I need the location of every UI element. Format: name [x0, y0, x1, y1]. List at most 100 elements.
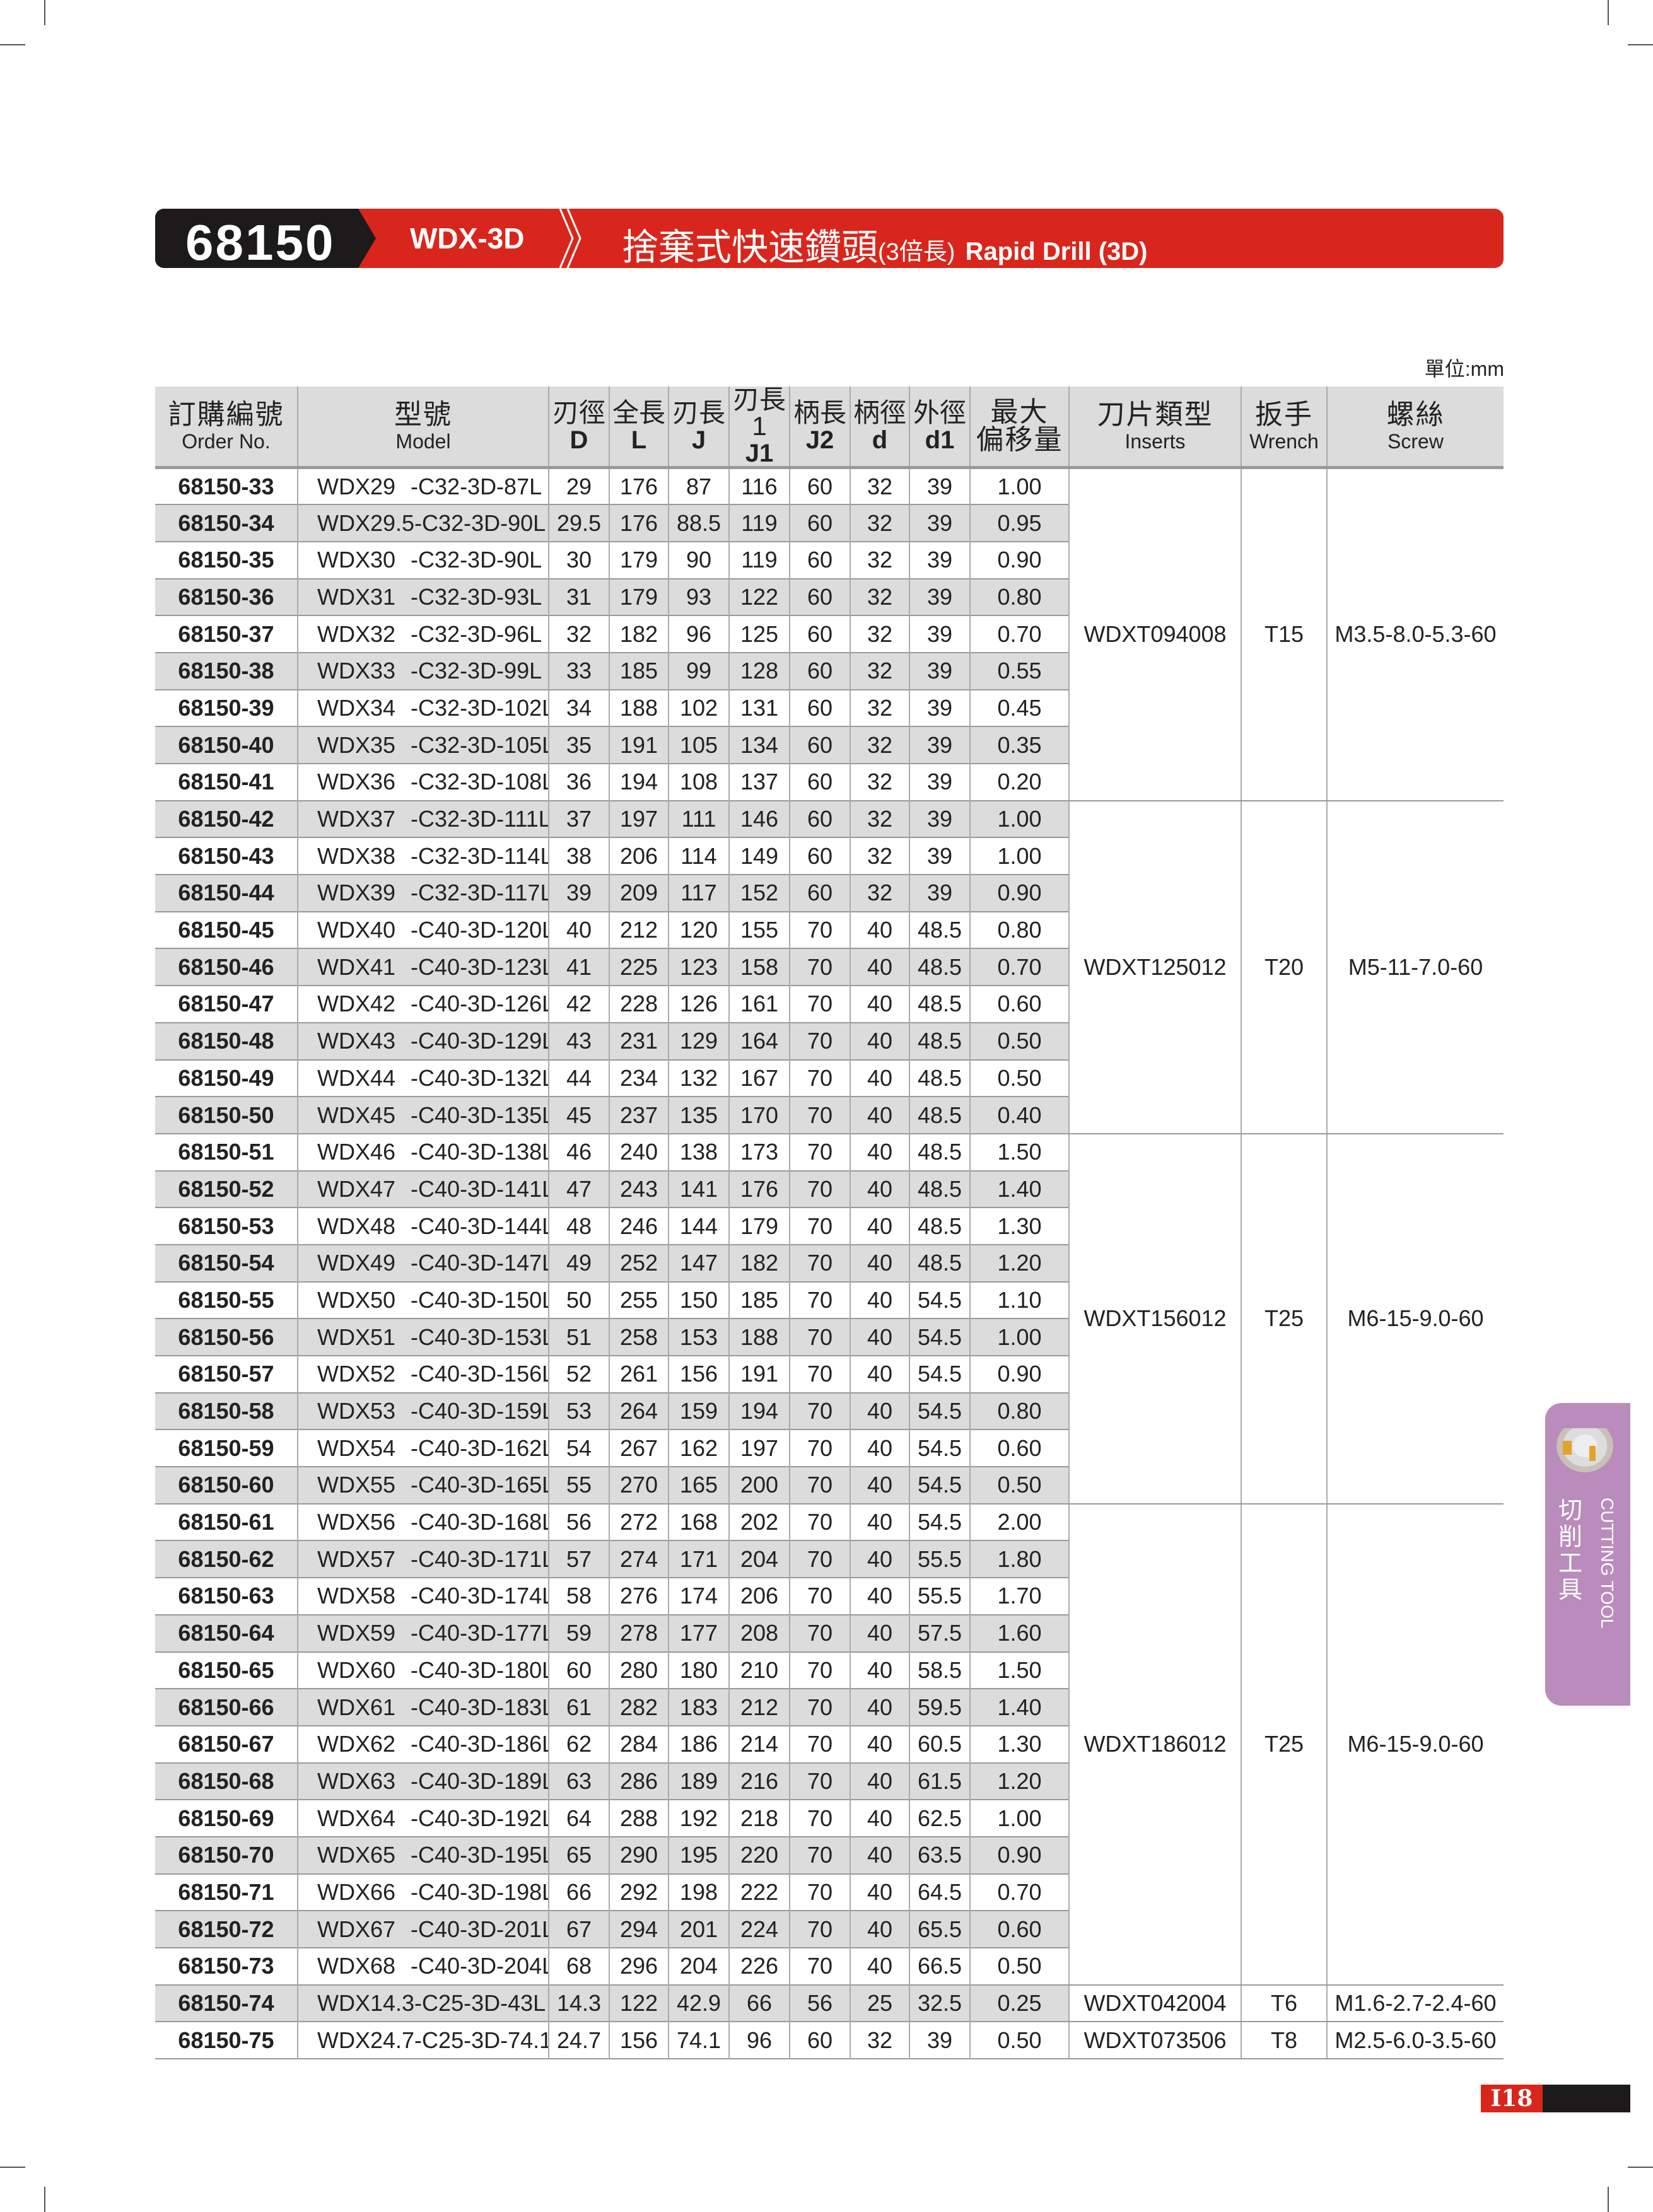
spec-cell: 270: [609, 1467, 669, 1504]
spec-cell: 0.50: [969, 1467, 1069, 1504]
spec-cell: 40: [850, 1836, 909, 1874]
table-row: 68150-56 WDX51 -C40-3D-153L 51 258 153 188 70 4…: [155, 1318, 1504, 1356]
column-header: 扳手 Wrench: [1241, 387, 1327, 468]
spec-cell: 0.60: [969, 1911, 1069, 1948]
spec-cell: 37: [548, 800, 609, 838]
table-row: 68150-70 WDX65 -C40-3D-195L 65 290 195 220 70 4…: [155, 1836, 1504, 1874]
model-cell: WDX24.7-C25-3D-74.1L: [297, 2022, 549, 2059]
spec-cell: 62: [548, 1725, 609, 1763]
header-zh: 扳手: [1255, 399, 1313, 430]
spec-cell: 40: [850, 1578, 909, 1615]
spec-cell: 183: [668, 1689, 729, 1726]
spec-cell: 66: [728, 1984, 790, 2022]
spec-cell: 225: [609, 948, 669, 986]
spec-cell: 14.3: [548, 1984, 609, 2022]
spec-cell: 39: [909, 578, 970, 616]
table-row: 68150-38 WDX33 -C32-3D-99L 33 185 99 128 60 32 3…: [155, 652, 1504, 690]
spec-cell: 55: [548, 1467, 609, 1504]
spec-cell: 294: [609, 1911, 669, 1948]
spec-cell: 189: [668, 1762, 729, 1800]
table-row: 68150-45 WDX40 -C40-3D-120L 40 212 120 155 70 4…: [155, 911, 1504, 949]
spec-cell: 278: [609, 1614, 669, 1652]
model-cell: WDX39 -C32-3D-117L: [297, 875, 549, 912]
header-sym: d: [872, 426, 888, 454]
model-cell: WDX33 -C32-3D-99L: [297, 652, 549, 690]
spec-cell: 54.5: [909, 1356, 970, 1393]
model-cell: WDX62 -C40-3D-186L: [297, 1725, 549, 1763]
model-cell: WDX41 -C40-3D-123L: [297, 948, 549, 986]
header-zh: 刃長: [672, 398, 725, 428]
model-cell: WDX63 -C40-3D-189L: [297, 1762, 549, 1800]
spec-cell: 48: [548, 1208, 609, 1245]
spec-cell: 132: [668, 1059, 729, 1097]
crop-mark: [0, 44, 25, 45]
spec-cell: 182: [609, 615, 669, 653]
spec-cell: 70: [789, 1429, 850, 1467]
spec-cell: 40: [850, 986, 909, 1023]
table-row: 68150-34 WDX29.5-C32-3D-90L 29.5 176 88.5 119…: [155, 504, 1504, 542]
spec-cell: 131: [728, 689, 790, 727]
spec-cell: 70: [789, 1762, 850, 1800]
order-number: 68150-67: [178, 1731, 274, 1757]
spec-cell: 0.50: [969, 1948, 1069, 1985]
spec-cell: 1.00: [969, 1318, 1069, 1356]
spec-cell: 0.70: [969, 615, 1069, 653]
wrench-cell: T25: [1241, 1133, 1327, 1505]
spec-cell: 212: [609, 911, 669, 949]
header-zh: 柄長: [793, 398, 846, 428]
spec-cell: 39: [909, 504, 970, 542]
spec-cell: 39: [909, 875, 970, 912]
column-header: 柄長 J2: [789, 387, 850, 468]
column-header: 刃長1 J1: [728, 387, 790, 468]
spec-cell: 60: [789, 652, 850, 690]
spec-cell: 54.5: [909, 1429, 970, 1467]
spec-cell: 60: [789, 578, 850, 616]
spec-cell: 192: [668, 1800, 729, 1837]
spec-cell: 70: [789, 1133, 850, 1171]
spec-cell: 90: [668, 541, 729, 579]
spec-cell: 99: [668, 652, 729, 690]
spec-cell: 70: [789, 1873, 850, 1911]
model-cell: WDX30 -C32-3D-90L: [297, 541, 549, 579]
spec-cell: 1.00: [969, 800, 1069, 838]
model-cell: WDX47 -C40-3D-141L: [297, 1170, 549, 1208]
order-number: 68150-69: [178, 1805, 274, 1831]
spec-cell: 292: [609, 1873, 669, 1911]
spec-cell: 70: [789, 986, 850, 1023]
spec-cell: 70: [789, 1170, 850, 1208]
spec-cell: 170: [728, 1097, 790, 1134]
spec-cell: 197: [609, 800, 669, 838]
model-cell: WDX29.5-C32-3D-90L: [297, 504, 549, 542]
spec-cell: 138: [668, 1133, 729, 1171]
order-number: 68150-47: [178, 991, 274, 1017]
spec-cell: 39: [909, 2022, 970, 2059]
spec-cell: 40: [850, 1540, 909, 1578]
spec-cell: 36: [548, 764, 609, 801]
spec-cell: 48.5: [909, 1022, 970, 1060]
spec-cell: 180: [668, 1651, 729, 1689]
inserts-cell: WDXT125012: [1068, 800, 1241, 1134]
spec-cell: 119: [728, 504, 790, 542]
spec-cell: 125: [728, 615, 790, 653]
screw-cell: M1.6-2.7-2.4-60: [1326, 1984, 1504, 2023]
spec-cell: 40: [850, 1059, 909, 1097]
model-cell: WDX48 -C40-3D-144L: [297, 1208, 549, 1245]
spec-cell: 32.5: [909, 1984, 970, 2022]
wrench-cell: T15: [1241, 467, 1327, 801]
table-row: 68150-37 WDX32 -C32-3D-96L 32 182 96 125 60 32 3…: [155, 615, 1504, 653]
order-number: 68150-39: [178, 694, 274, 721]
spec-cell: 214: [728, 1725, 790, 1763]
spec-cell: 228: [609, 986, 669, 1023]
spec-cell: 146: [728, 800, 790, 838]
order-number: 68150-54: [155, 1244, 298, 1282]
spec-cell: 61.5: [909, 1762, 970, 1800]
spec-cell: 222: [728, 1873, 790, 1911]
inserts-cell: WDXT156012: [1068, 1133, 1241, 1505]
spec-cell: 1.00: [969, 1800, 1069, 1837]
table-row: 68150-49 WDX44 -C40-3D-132L 44 234 132 167 70 4…: [155, 1059, 1504, 1097]
header-zh: 外徑: [913, 398, 966, 428]
order-number: 68150-42: [155, 800, 298, 838]
spec-cell: 40: [850, 1800, 909, 1837]
wrench-cell: T8: [1241, 2022, 1327, 2060]
spec-cell: 70: [789, 911, 850, 949]
